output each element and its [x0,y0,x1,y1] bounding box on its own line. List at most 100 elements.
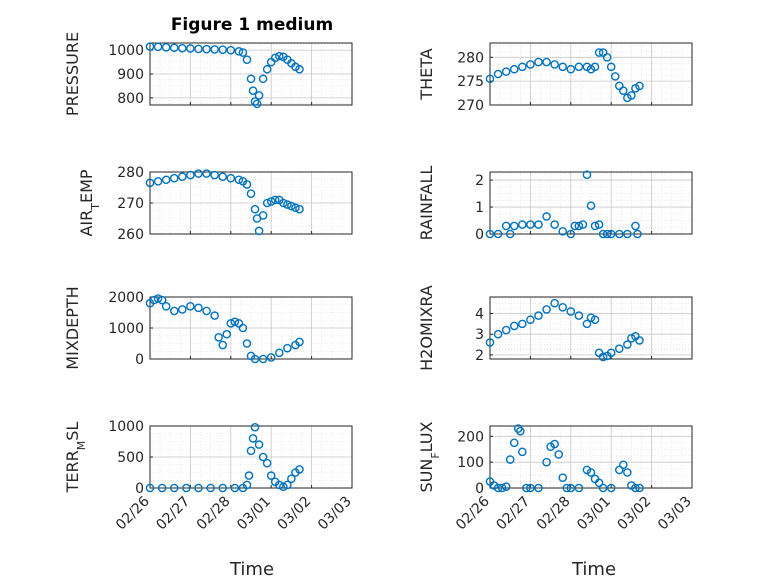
data-point [218,483,228,493]
data-point [631,483,640,493]
data-point [169,43,179,53]
data-point [283,343,292,353]
data-point [262,64,272,74]
y-tick-label: 2000 [108,290,144,306]
data-point [501,221,511,231]
data-point [178,43,187,53]
data-point [226,173,236,183]
data-point [258,354,268,364]
y-axis-label: TERRMSL [63,422,88,494]
data-point [554,450,563,459]
y-tick-label: 280 [457,50,484,66]
data-point [526,315,535,325]
y-tick-label: 200 [457,429,484,445]
axes-box [489,425,693,489]
y-tick-label: 500 [117,450,144,466]
data-point [283,480,292,490]
axes-box [489,42,693,106]
data-point [509,221,519,231]
data-point [518,447,527,457]
x-tick-label: 02/26 [113,493,153,533]
y-tick-label: 900 [117,67,144,83]
data-point [295,64,304,74]
data-point [287,474,296,484]
data-point [501,325,511,335]
data-point [210,311,219,320]
data-point [558,473,568,482]
x-axis-label-left: Time [229,559,274,580]
subplot-mixdepth: 0 1000 2000 MIXDEPTH [63,286,353,370]
data-point [606,62,616,72]
data-point [516,426,525,436]
data-point [250,354,260,364]
data-point [274,51,284,61]
x-tick-label: 02/26 [453,493,493,533]
data-point [614,81,624,91]
data-point [234,175,244,185]
y-tick-label: 0 [135,481,144,497]
data-point [242,180,252,189]
data-point [178,172,187,181]
data-point [566,229,576,239]
y-tick-label: 2 [475,173,484,189]
data-point [169,483,179,493]
data-point [497,483,507,493]
data-point [226,319,236,328]
y-axis-label: H2OMIXRA [417,285,436,371]
data-point [238,323,248,333]
data-point [246,189,256,198]
data-point [270,195,280,205]
subplot-terr-msl: 0 500 1000 02/26 02/27 02/28 03/01 03/02 03/03 TE… [63,419,355,533]
data-point [542,212,551,221]
data-point [574,62,584,72]
x-tick-label: 03/01 [574,494,614,534]
data-point [574,483,584,493]
data-point [509,438,519,448]
y-tick-label: 800 [117,91,144,107]
y-tick-label: 280 [117,165,144,181]
data-point [254,440,264,449]
data-point [635,81,644,91]
subplot-h2omixra: 2 3 4 H2OMIXRA [417,285,693,371]
data-point [254,226,264,236]
data-point [218,340,228,350]
data-point [202,44,211,54]
y-axis-label: SUNFLUX [417,421,442,492]
data-point [250,97,260,106]
data-point [178,305,187,314]
data-point [145,42,155,51]
data-point [270,53,280,63]
subplot-air-temp: 260 270 280 AIRTEMP [77,165,353,243]
data-point [526,220,535,229]
x-axis-label-right: Time [571,559,616,580]
data-point [505,455,515,464]
data-point [542,305,551,314]
data-point [262,458,272,468]
data-point [522,483,531,493]
data-point [518,220,527,229]
data-point [295,465,304,474]
data-point [606,348,616,358]
data-point [161,301,171,311]
data-point [295,204,304,214]
data-point [169,173,179,183]
data-point [594,348,604,358]
data-point [574,221,584,231]
x-tick-label: 02/27 [493,494,533,534]
data-point [169,306,179,316]
y-axis-label: THETA [417,48,436,100]
data-point [594,478,604,488]
data-point [279,198,288,208]
data-point [266,353,276,362]
data-point [274,348,284,358]
y-tick-label: 270 [457,98,484,114]
data-point [230,483,240,493]
data-point [202,169,211,178]
data-point [526,483,535,493]
x-tick-label: 03/02 [275,494,315,534]
data-point [542,57,551,67]
data-point [485,338,495,347]
data-point [619,460,628,470]
data-point [222,329,232,339]
data-point [590,315,600,325]
